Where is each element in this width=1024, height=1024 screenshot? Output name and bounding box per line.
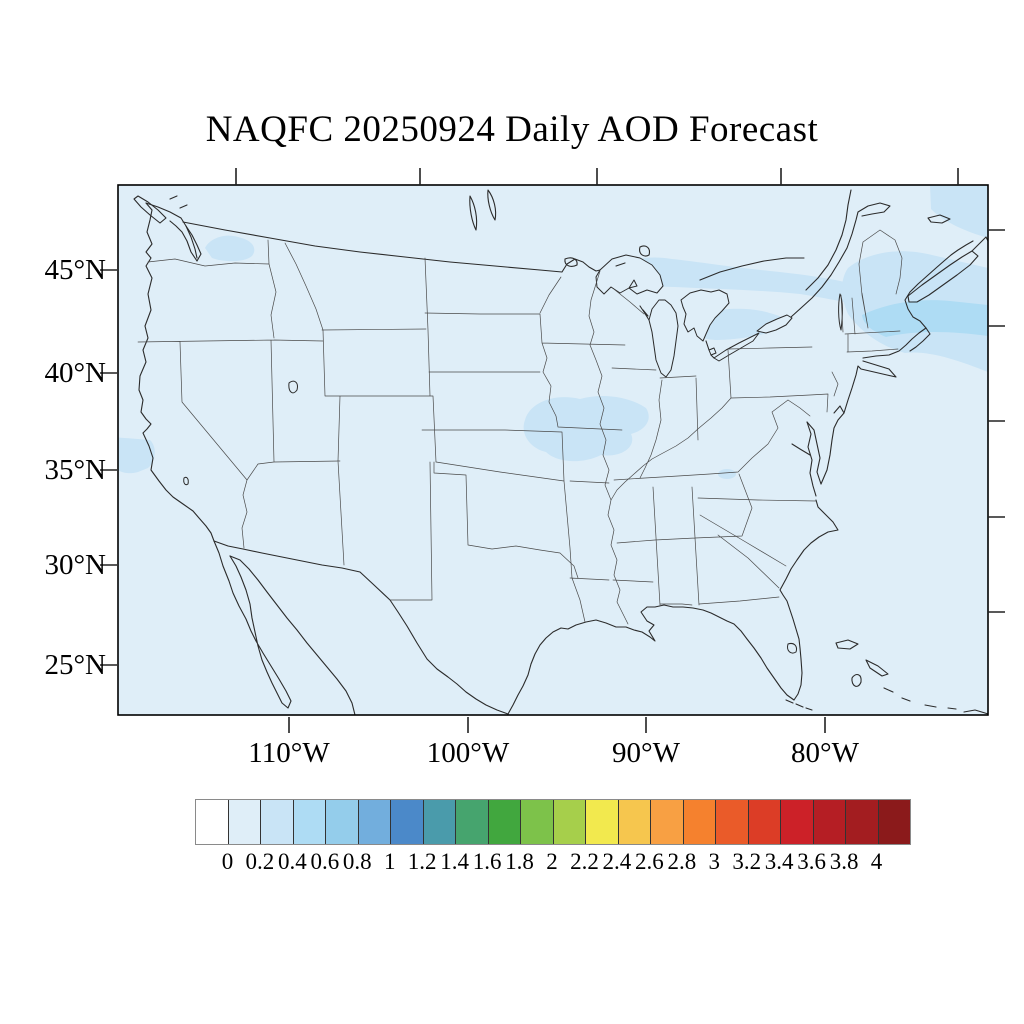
lat-tick-label: 30°N <box>44 549 106 581</box>
colorbar-cell <box>488 800 521 844</box>
aod-patches-level3 <box>862 300 988 337</box>
colorbar-labels: 0 0.2 0.4 0.6 0.8 1 1.2 1.4 1.6 1.8 2 2.2 2.4 2.6 2.8 3… <box>195 849 909 879</box>
lat-tick-label: 40°N <box>44 357 106 389</box>
colorbar-cell <box>228 800 261 844</box>
colorbar-cell <box>456 800 489 844</box>
colorbar-tick-label: 2.8 <box>667 849 697 874</box>
colorbar-cell <box>846 800 879 844</box>
lon-tick-label: 110°W <box>248 737 330 769</box>
colorbar-tick-label: 2.6 <box>634 849 664 874</box>
colorbar-tick-label: 2.2 <box>570 849 599 874</box>
colorbar-tick-label: 1.8 <box>505 849 534 874</box>
colorbar-cell <box>196 800 229 844</box>
colorbar-cell <box>716 800 749 844</box>
map-frame <box>117 184 989 716</box>
colorbar-tick-label: 1 <box>383 849 396 874</box>
lat-tick-label: 45°N <box>44 254 106 286</box>
colorbar-cell <box>683 800 716 844</box>
colorbar-tick-label: 3.6 <box>797 849 826 874</box>
colorbar <box>195 799 911 845</box>
lat-tick-label: 35°N <box>44 454 106 486</box>
colorbar-tick-label: 3.2 <box>732 849 762 874</box>
lon-tick-label: 100°W <box>426 737 510 769</box>
colorbar-tick-label: 0.4 <box>277 849 307 874</box>
colorbar-tick-label: 2 <box>546 849 558 874</box>
colorbar-tick-label: 0.6 <box>310 849 340 874</box>
axis-ticks <box>100 168 1005 733</box>
great-lakes <box>183 254 843 654</box>
colorbar-tick-label: 2.4 <box>602 849 632 874</box>
page-title: NAQFC 20250924 Daily AOD Forecast <box>205 109 819 150</box>
colorbar-tick-label: 3.8 <box>829 849 859 874</box>
colorbar-cell <box>293 800 326 844</box>
colorbar-cell <box>618 800 651 844</box>
colorbar-tick-label: 4 <box>870 849 883 874</box>
lon-tick-label: 90°W <box>612 737 680 769</box>
lat-tick-label: 25°N <box>44 649 106 681</box>
colorbar-cell <box>261 800 294 844</box>
colorbar-tick-label: 1.2 <box>407 849 437 874</box>
colorbar-cell <box>586 800 619 844</box>
colorbar-cell <box>553 800 586 844</box>
colorbar-cell <box>423 800 456 844</box>
colorbar-cell <box>651 800 684 844</box>
colorbar-cell <box>781 800 814 844</box>
state-borders <box>137 229 903 625</box>
colorbar-cell <box>748 800 781 844</box>
coastlines <box>133 189 988 715</box>
colorbar-cell <box>326 800 359 844</box>
colorbar-tick-label: 0.8 <box>342 849 372 874</box>
lon-tick-label: 80°W <box>791 737 859 769</box>
colorbar-tick-label: 3 <box>708 849 721 874</box>
colorbar-tick-label: 1.4 <box>440 849 469 874</box>
colorbar-cell <box>813 800 846 844</box>
colorbar-tick-label: 3.4 <box>764 849 794 874</box>
colorbar-cell <box>358 800 391 844</box>
colorbar-tick-label: 0.2 <box>245 849 275 874</box>
colorbar-cell <box>878 800 910 844</box>
colorbar-cell <box>391 800 424 844</box>
colorbar-cell <box>521 800 554 844</box>
colorbar-tick-label: 1.6 <box>472 849 502 874</box>
colorbar-tick-label: 0 <box>221 849 234 874</box>
